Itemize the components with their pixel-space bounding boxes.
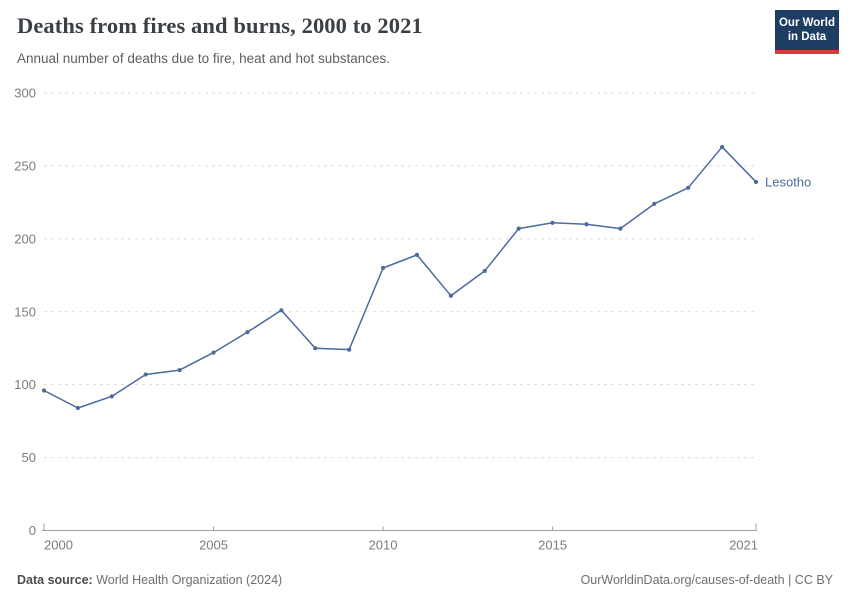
data-point-2019[interactable] xyxy=(686,185,691,190)
data-point-2017[interactable] xyxy=(618,226,623,231)
data-source-note: Data source: World Health Organization (… xyxy=(17,573,282,587)
y-axis-tick-250: 250 xyxy=(14,158,36,173)
data-point-2009[interactable] xyxy=(347,347,352,352)
owid-logo-line2: in Data xyxy=(787,31,827,44)
chart-subtitle: Annual number of deaths due to fire, hea… xyxy=(17,51,391,66)
y-axis-tick-200: 200 xyxy=(14,231,36,246)
data-point-2011[interactable] xyxy=(414,252,420,257)
owid-logo-line1: Our World xyxy=(778,17,835,29)
y-axis-tick-100: 100 xyxy=(14,377,36,392)
data-point-2021[interactable] xyxy=(753,179,759,185)
data-point-2020[interactable] xyxy=(719,144,725,150)
data-point-2002[interactable] xyxy=(109,394,114,399)
license-link[interactable]: OurWorldinData.org/causes-of-death | CC … xyxy=(580,573,833,587)
x-axis-tick-2021: 2021 xyxy=(729,538,758,553)
data-source-text: World Health Organization (2024) xyxy=(96,573,283,587)
data-point-2012[interactable] xyxy=(448,293,453,298)
data-point-2016[interactable] xyxy=(584,222,589,227)
data-point-2008[interactable] xyxy=(313,346,318,351)
data-point-2004[interactable] xyxy=(177,367,182,373)
y-axis-tick-300: 300 xyxy=(14,86,36,101)
x-axis-tick-2005: 2005 xyxy=(199,538,228,553)
data-point-2006[interactable] xyxy=(245,330,250,335)
series-label-lesotho[interactable]: Lesotho xyxy=(765,174,811,189)
data-point-2014[interactable] xyxy=(516,226,521,231)
chart-title: Deaths from fires and burns, 2000 to 202… xyxy=(17,13,423,38)
data-point-2007[interactable] xyxy=(279,308,284,313)
owid-logo[interactable]: Our World in Data xyxy=(775,10,839,54)
data-point-2005[interactable] xyxy=(211,350,216,355)
y-axis-tick-0: 0 xyxy=(29,523,36,538)
y-axis-tick-150: 150 xyxy=(14,304,36,319)
y-axis-tick-50: 50 xyxy=(22,450,36,465)
data-point-2003[interactable] xyxy=(143,372,148,377)
x-axis-tick-2010: 2010 xyxy=(369,538,398,553)
data-point-2000[interactable] xyxy=(41,388,47,393)
x-axis-tick-2000: 2000 xyxy=(44,538,73,553)
data-point-2013[interactable] xyxy=(482,268,487,274)
data-point-2015[interactable] xyxy=(550,220,555,225)
data-point-2001[interactable] xyxy=(75,405,81,411)
series-line-lesotho[interactable] xyxy=(43,146,757,409)
data-point-2010[interactable] xyxy=(380,265,386,271)
data-source-label: Data source: xyxy=(17,573,93,587)
data-point-2018[interactable] xyxy=(652,201,657,206)
x-axis-tick-2015: 2015 xyxy=(538,538,567,553)
